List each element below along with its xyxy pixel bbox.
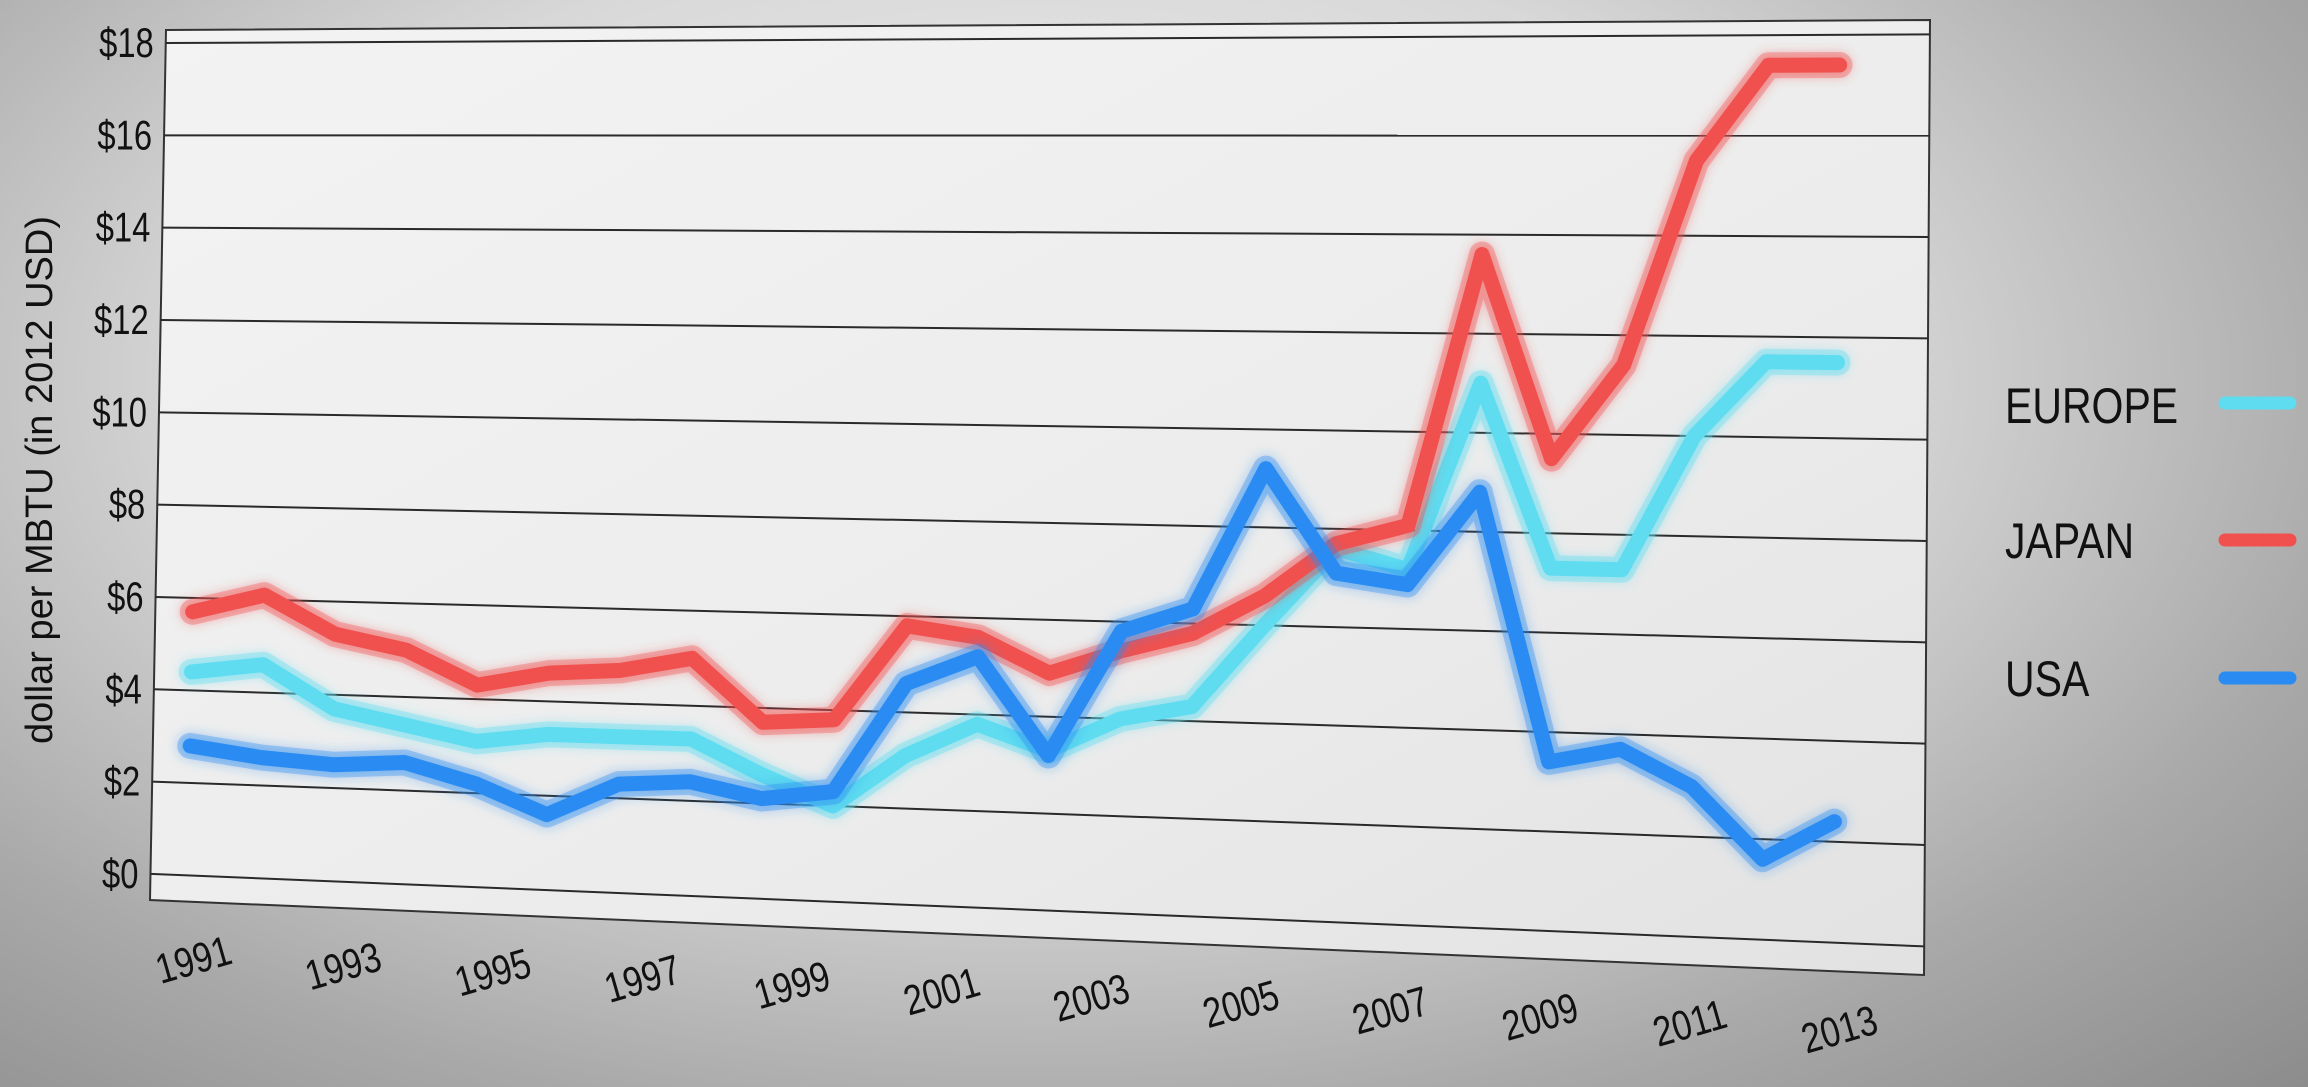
- gridline: [152, 780, 1925, 847]
- x-tick-label: 1991: [150, 927, 237, 993]
- gridline: [155, 595, 1927, 644]
- y-tick-label: $8: [109, 481, 145, 528]
- y-tick-label: $14: [96, 204, 151, 251]
- x-tick-label: 2011: [1648, 991, 1732, 1057]
- y-tick-label: $12: [94, 296, 149, 343]
- y-tick-label: $4: [105, 665, 141, 712]
- gridline: [153, 688, 1926, 745]
- y-axis-label: dollar per MBTU (in 2012 USD): [19, 216, 61, 744]
- y-tick-label: $0: [102, 850, 138, 897]
- x-tick-label: 1993: [300, 934, 387, 1000]
- gridline: [158, 411, 1928, 441]
- x-tick-label: 1997: [599, 946, 686, 1012]
- series-line-usa: [182, 461, 1842, 867]
- x-tick-label: 2013: [1796, 997, 1883, 1063]
- grid-lines: [150, 33, 1930, 948]
- y-tick-label: $16: [97, 111, 152, 158]
- legend-label-usa: USA: [2005, 651, 2090, 707]
- x-tick-label: 2009: [1497, 984, 1584, 1050]
- gridline: [150, 872, 1925, 948]
- x-tick-label: 1999: [749, 953, 836, 1019]
- legend-label-europe: EUROPE: [2005, 378, 2178, 434]
- gridline: [165, 33, 1930, 45]
- x-tick-label: 2007: [1347, 978, 1434, 1044]
- y-tick-label: $10: [92, 388, 147, 435]
- gridline: [162, 226, 1929, 238]
- y-tick-labels: $0 $2 $4 $6 $8 $10 $12 $14 $16 $18: [92, 19, 153, 897]
- legend-label-japan: JAPAN: [2005, 513, 2134, 569]
- series-line-europe: [184, 354, 1845, 814]
- y-tick-label: $2: [104, 758, 140, 805]
- x-tick-label: 1995: [450, 940, 537, 1006]
- legend: EUROPE JAPAN USA: [2005, 378, 2302, 707]
- y-tick-label: $6: [107, 573, 143, 620]
- x-tick-label: 2003: [1048, 965, 1135, 1031]
- series-lines: [177, 52, 1853, 873]
- series-line-japan: [185, 57, 1848, 730]
- x-tick-label: 2005: [1198, 972, 1285, 1038]
- y-tick-label: $18: [99, 19, 154, 66]
- x-tick-label: 2001: [899, 959, 986, 1025]
